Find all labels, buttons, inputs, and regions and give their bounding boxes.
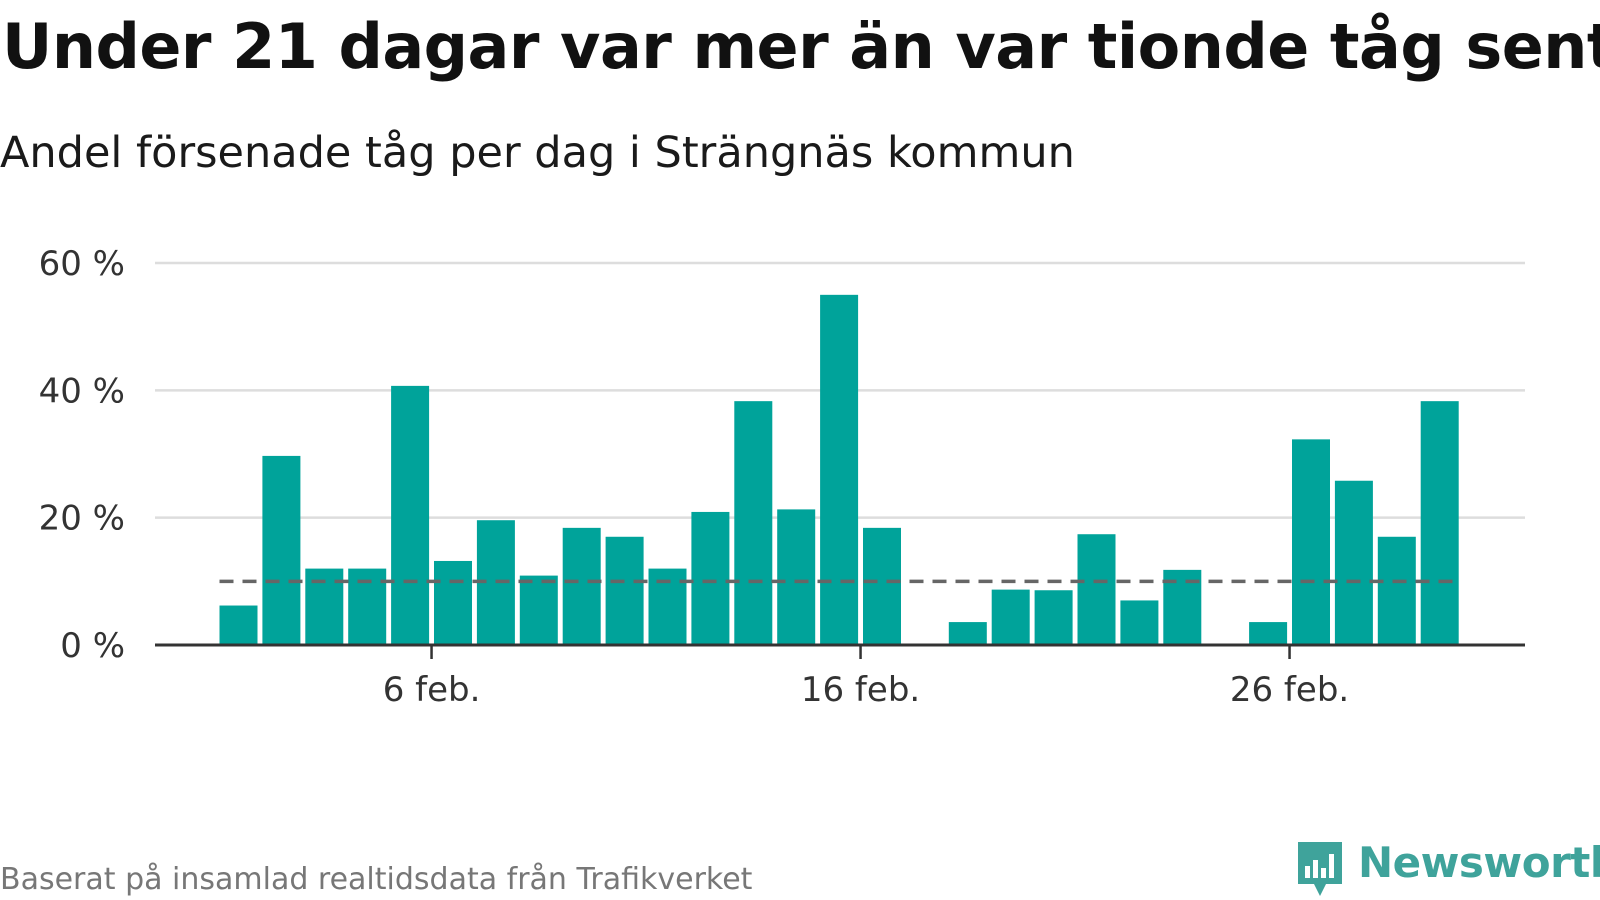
source-note: Baserat på insamlad realtidsdata från Tr… [0, 862, 753, 897]
bar [562, 527, 601, 645]
bar [1420, 401, 1459, 645]
bar [1249, 622, 1288, 645]
newsworthy-logo: Newsworthy [1294, 840, 1600, 900]
chart-subtitle: Andel försenade tåg per dag i Strängnäs … [0, 128, 1075, 178]
y-axis-tick-labels: 0 % 20 % 40 % 60 % [39, 244, 125, 666]
bar [391, 385, 430, 645]
bar [262, 455, 301, 645]
bar [691, 511, 730, 645]
y-tick-label: 60 % [39, 244, 125, 284]
brand-name: Newsworthy [1358, 838, 1600, 887]
bar [519, 575, 558, 645]
bar [605, 536, 644, 645]
bar [1377, 536, 1416, 645]
y-tick-label: 20 % [39, 499, 125, 539]
x-tick-label: 26 feb. [1230, 670, 1349, 710]
bar [219, 605, 258, 645]
bar [777, 509, 816, 645]
bar [820, 294, 859, 645]
bar [434, 560, 472, 645]
chart-title: Under 21 dagar var mer än var tionde tåg… [2, 10, 1600, 83]
bar [948, 622, 987, 645]
x-axis-tick-labels: 6 feb. 16 feb. 26 feb. [383, 645, 1349, 710]
bar [1292, 439, 1330, 645]
bars [219, 294, 1459, 645]
bar [1034, 590, 1073, 645]
bar [1077, 534, 1116, 645]
bar [991, 589, 1030, 645]
bar [1334, 480, 1373, 645]
newsworthy-chart-bubble-icon [1298, 842, 1342, 896]
x-tick-label: 6 feb. [383, 670, 481, 710]
x-tick-label: 16 feb. [801, 670, 920, 710]
bar [1120, 600, 1159, 645]
bar [863, 527, 901, 645]
y-tick-label: 0 % [60, 626, 125, 666]
bar [734, 401, 773, 645]
y-tick-label: 40 % [39, 371, 125, 411]
